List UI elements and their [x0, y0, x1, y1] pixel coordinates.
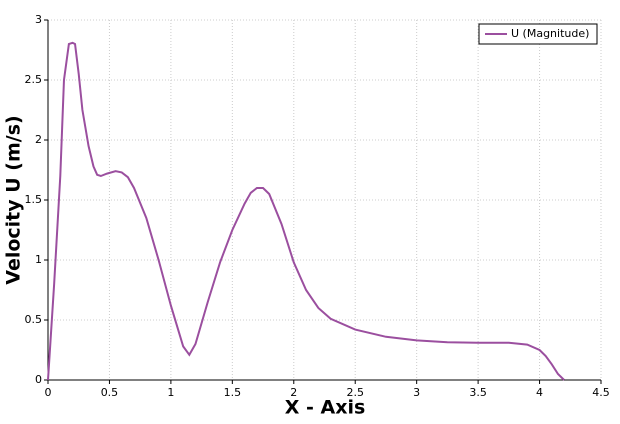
- y-tick-label: 1: [35, 253, 42, 266]
- legend-box: [478, 23, 598, 45]
- x-tick-label: 1: [167, 386, 174, 399]
- x-tick-label: 1.5: [224, 386, 242, 399]
- x-tick-label: 2.5: [346, 386, 364, 399]
- x-tick-label: 0.5: [101, 386, 119, 399]
- x-tick-label: 4: [536, 386, 543, 399]
- y-tick-label: 3: [35, 13, 42, 26]
- x-tick-label: 2: [290, 386, 297, 399]
- y-axis-label: Velocity U (m/s): [3, 115, 25, 284]
- data-line: [47, 41, 565, 381]
- y-tick-label: 2: [35, 133, 42, 146]
- x-tick-label: 0: [45, 386, 52, 399]
- y-tick-label: 1.5: [25, 193, 43, 206]
- y-tick-label: 0.5: [25, 313, 43, 326]
- x-tick-label: 3.5: [469, 386, 487, 399]
- x-tick-label: 3: [413, 386, 420, 399]
- x-axis-label: X - Axis: [285, 397, 366, 419]
- y-tick-label: 0: [35, 373, 42, 386]
- y-tick-label: 2.5: [25, 73, 43, 86]
- x-tick-label: 4.5: [592, 386, 610, 399]
- legend-label: U (Magnitude): [511, 27, 589, 40]
